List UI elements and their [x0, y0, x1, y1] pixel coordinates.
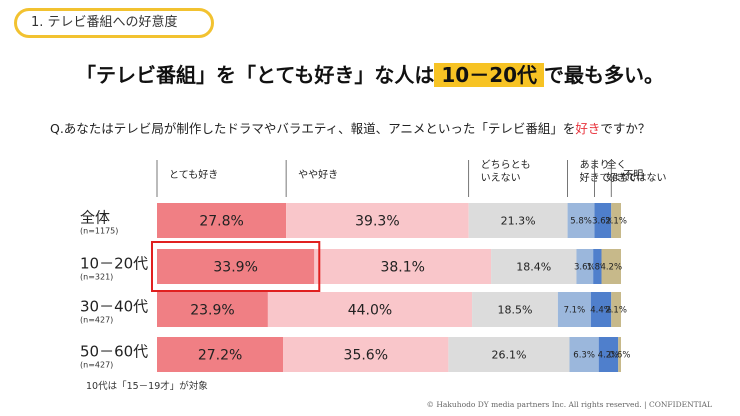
- category-sample-size: (n=427): [80, 316, 113, 325]
- bar-segment-不明: [611, 203, 621, 238]
- bar-segment-不明: [601, 249, 621, 284]
- bar-segment-どちらともいえない: [448, 337, 570, 372]
- data-label: 0.6%: [609, 351, 631, 361]
- data-label: 44.0%: [348, 303, 392, 319]
- data-label: 4.4%: [590, 306, 612, 316]
- data-label: 26.1%: [491, 348, 526, 361]
- data-label: 38.1%: [380, 260, 424, 276]
- legend-label-やや好き: やや好き: [298, 169, 338, 181]
- data-label: 35.6%: [344, 348, 388, 364]
- bar-segment-とても好き: [157, 249, 315, 284]
- bar-segment-どちらともいえない: [472, 292, 558, 327]
- data-label: 4.2%: [598, 351, 620, 361]
- data-label: 18.5%: [497, 303, 532, 316]
- bar-segment-全く好きではない: [593, 249, 602, 284]
- bar-segment-どちらともいえない: [468, 203, 568, 238]
- bar-segment-やや好き: [283, 337, 449, 372]
- section-tag: 1. テレビ番組への好意度: [14, 8, 214, 38]
- legend-label-どちらともいえない: いえない: [481, 172, 521, 184]
- question-after: ですか？: [600, 121, 651, 136]
- bar-segment-とても好き: [157, 337, 284, 372]
- data-label: 18.4%: [516, 260, 551, 273]
- data-label: 23.9%: [190, 303, 234, 319]
- data-label: 33.9%: [213, 260, 257, 276]
- legend-label-全く好きではない: 好きではない: [607, 172, 667, 184]
- headline-highlight: 10－20代: [434, 63, 545, 87]
- category-sample-size: (n=321): [80, 273, 113, 282]
- data-label: 2.1%: [605, 217, 627, 227]
- question-emphasis: 好き: [575, 121, 601, 136]
- bar-segment-やや好き: [314, 249, 492, 284]
- data-label: 21.3%: [501, 214, 536, 227]
- data-label: 2.1%: [605, 306, 627, 316]
- headline-after: で最も多い。: [544, 63, 665, 87]
- data-label: 3.6%: [574, 263, 596, 273]
- headline-before: 「テレビ番組」を「とても好き」な人は: [75, 63, 435, 87]
- bar-segment-あまり好きではない: [569, 337, 599, 372]
- highlight-box: [151, 241, 321, 292]
- bar-segment-あまり好きではない: [576, 249, 594, 284]
- footnote: 10代は「15－19才」が対象: [86, 381, 208, 392]
- legend-label-不明: 不明: [623, 169, 643, 181]
- data-label: 1.8%: [587, 263, 609, 273]
- bar-segment-不明: [611, 292, 621, 327]
- category-label: 全体: [80, 209, 110, 227]
- category-label: 50－60代: [80, 343, 148, 361]
- data-label: 7.1%: [564, 306, 586, 316]
- category-sample-size: (n=1175): [80, 227, 118, 236]
- data-label: 27.2%: [198, 348, 242, 364]
- data-label: 3.6%: [592, 217, 614, 227]
- data-label: 5.8%: [570, 217, 592, 227]
- category-label: 30－40代: [80, 298, 148, 316]
- copyright: © Hakuhodo DY media partners Inc. All ri…: [426, 400, 712, 409]
- bar-segment-あまり好きではない: [557, 292, 591, 327]
- question-before: Q.あなたはテレビ局が制作したドラマやバラエティ、報道、アニメといった「テレビ番…: [50, 121, 576, 136]
- data-label: 27.8%: [199, 214, 243, 230]
- bar-segment-とても好き: [157, 203, 287, 238]
- data-label: 4.2%: [600, 263, 622, 273]
- bar-segment-不明: [618, 337, 621, 372]
- legend-label-どちらともいえない: どちらとも: [481, 159, 531, 171]
- legend-label-とても好き: とても好き: [169, 169, 218, 181]
- bar-segment-どちらともいえない: [491, 249, 577, 284]
- bar-segment-やや好き: [267, 292, 473, 327]
- bar-segment-あまり好きではない: [567, 203, 595, 238]
- headline: 「テレビ番組」を「とても好き」な人は 10－20代 で最も多い。: [0, 59, 740, 88]
- data-label: 6.3%: [573, 351, 595, 361]
- bar-segment-全く好きではない: [598, 337, 619, 372]
- bar-segment-全く好きではない: [590, 292, 612, 327]
- bar-segment-全く好きではない: [594, 203, 612, 238]
- data-label: 39.3%: [355, 214, 399, 230]
- bar-segment-やや好き: [286, 203, 469, 238]
- category-label: 10－20代: [80, 255, 148, 273]
- bar-segment-とても好き: [157, 292, 268, 327]
- category-sample-size: (n=427): [80, 361, 113, 370]
- question-text: Q.あなたはテレビ局が制作したドラマやバラエティ、報道、アニメといった「テレビ番…: [50, 118, 730, 137]
